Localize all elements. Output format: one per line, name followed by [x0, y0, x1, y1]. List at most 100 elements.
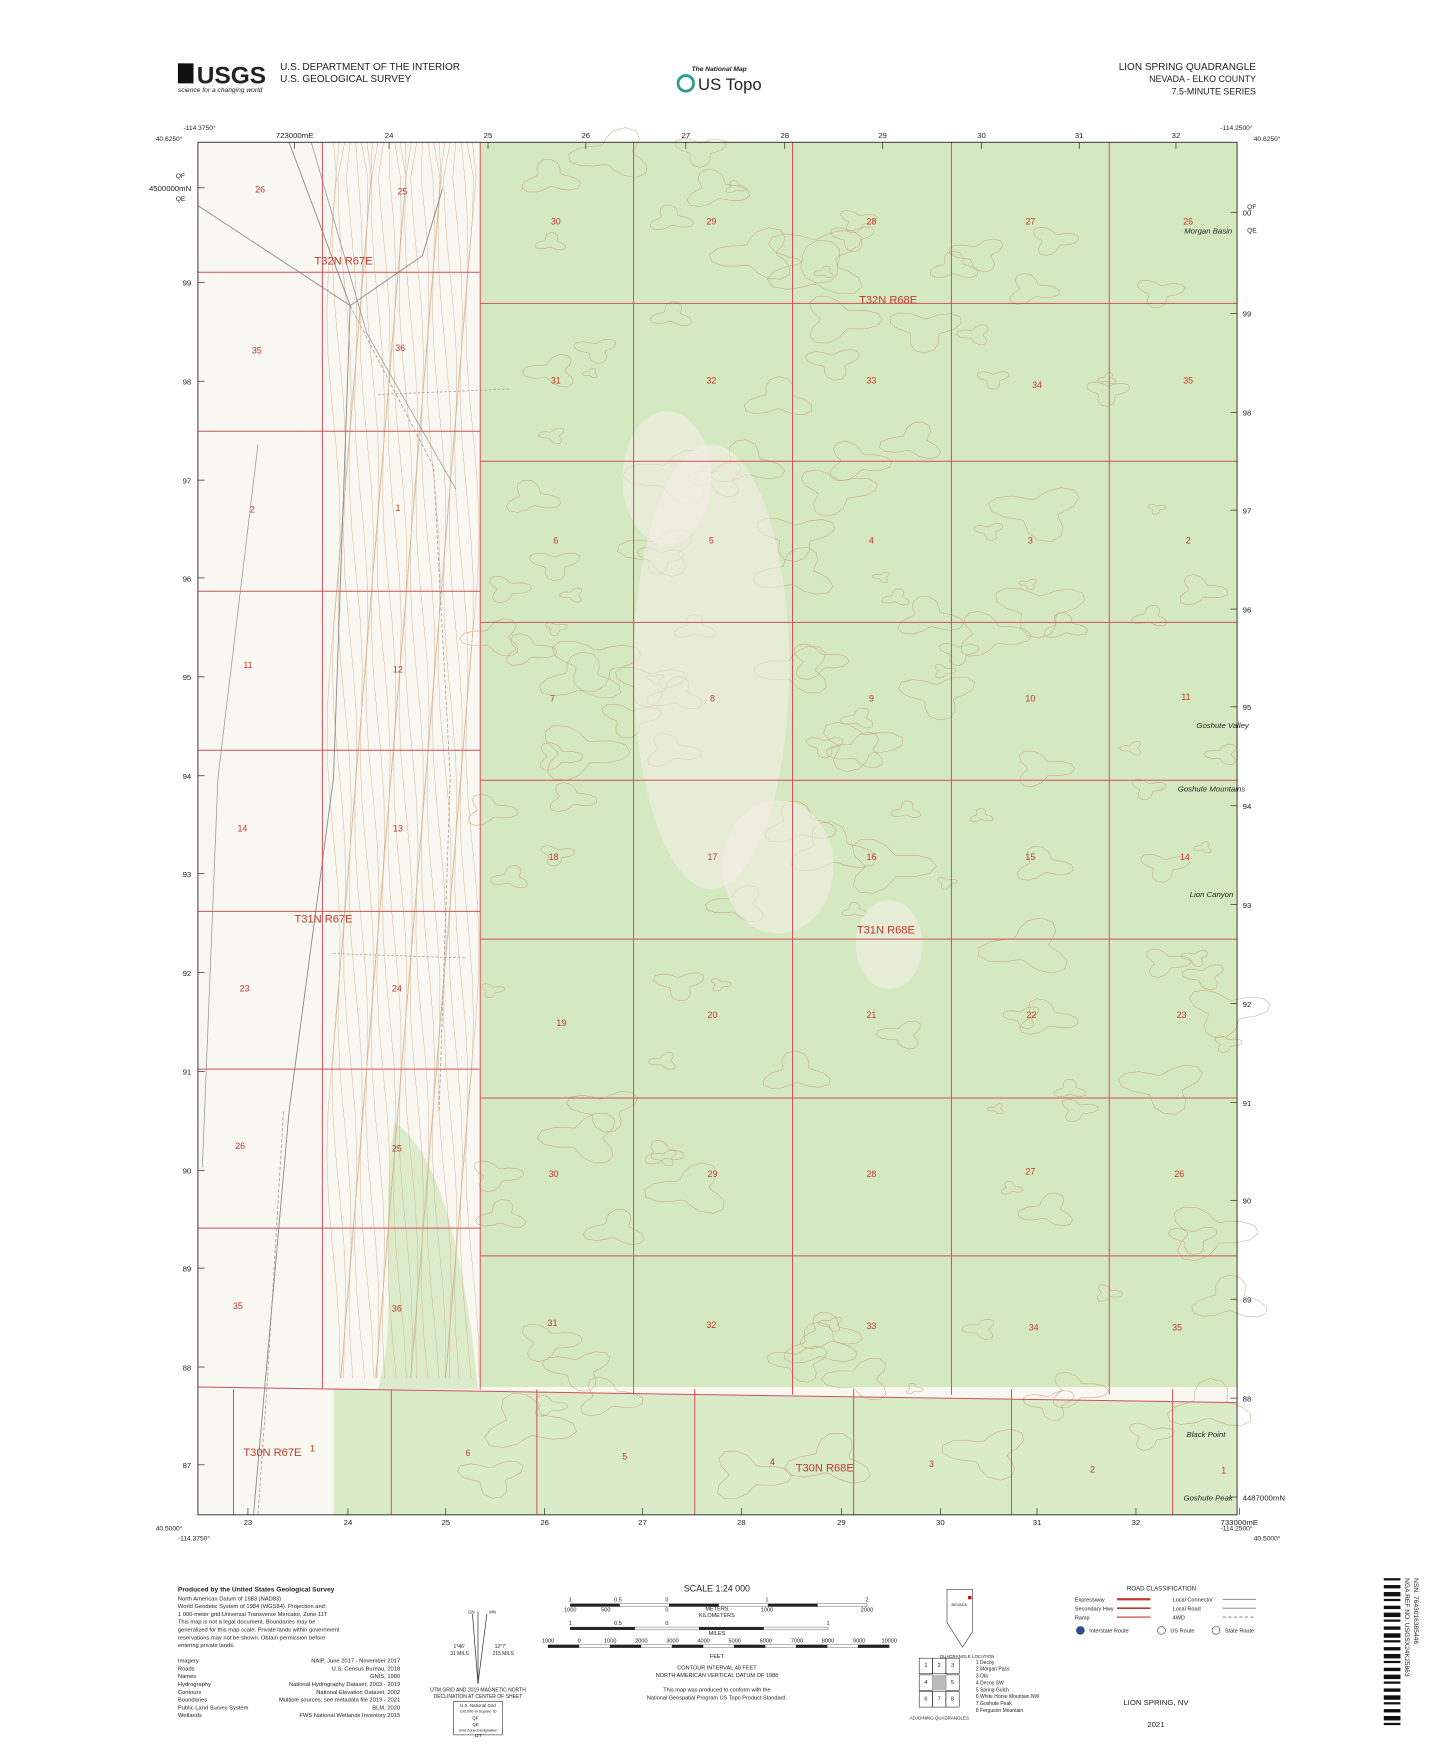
- contour-line: [995, 587, 1086, 639]
- section-number: 31: [548, 1318, 558, 1328]
- barcode-bar: [1383, 1709, 1401, 1713]
- source-label: Names: [178, 1674, 196, 1680]
- barcode-bar: [1383, 1695, 1401, 1700]
- adjoining-number: 3: [951, 1663, 954, 1669]
- contour-line: [540, 742, 584, 771]
- section-number: 10: [1025, 693, 1035, 703]
- contour-line: [1022, 1390, 1075, 1421]
- section-number: 5: [709, 535, 714, 545]
- bare-ridge: [855, 900, 923, 990]
- route-shield: [1076, 1626, 1085, 1635]
- contours: [326, 127, 1271, 1499]
- agency-line: U.S. GEOLOGICAL SURVEY: [280, 74, 411, 85]
- section-number: 30: [549, 1169, 559, 1179]
- barcode-bar: [1383, 1598, 1401, 1602]
- northing-label: 93: [1243, 901, 1252, 910]
- adjoining-cell: [945, 1691, 960, 1708]
- road: [201, 444, 259, 1167]
- place-name: Goshute Valley: [1196, 721, 1249, 730]
- section-number: 4: [869, 535, 874, 545]
- place-name: Black Point: [1187, 1430, 1227, 1439]
- barcode-bar: [1383, 1626, 1401, 1630]
- section-number: 16: [866, 852, 876, 862]
- declination-label: 12°7′: [495, 1644, 506, 1650]
- usng-title: U.S. National Grid: [460, 1703, 496, 1708]
- contour-line: [978, 917, 1068, 974]
- contour-line: [1140, 854, 1191, 883]
- contour-line: [1033, 226, 1079, 256]
- northing-label: 95: [1243, 703, 1252, 712]
- contour-line: [763, 1050, 831, 1089]
- section-number: 31: [551, 375, 561, 385]
- scale-tick: 5000: [729, 1639, 741, 1645]
- contour-line: [534, 232, 566, 251]
- contour-line: [852, 839, 937, 894]
- section-number: 22: [1027, 1010, 1037, 1020]
- section-number: 15: [1025, 852, 1035, 862]
- contour-line: [826, 731, 883, 769]
- adjoining-name: 6 White Horse Mountain NW: [976, 1694, 1040, 1700]
- easting-label: 28: [737, 1518, 746, 1527]
- section-number: 17: [708, 852, 718, 862]
- section-number: 28: [866, 1169, 876, 1179]
- source-value: GNIS, 1980: [370, 1674, 400, 1680]
- scale-tick: 2000: [635, 1639, 647, 1645]
- easting-label: 29: [878, 131, 887, 140]
- contour-line: [818, 1316, 842, 1332]
- section-number: 23: [240, 983, 250, 993]
- contour-line: [960, 611, 1032, 657]
- route-label: State Route: [1225, 1629, 1254, 1635]
- road: [310, 142, 457, 490]
- source-label: Roads: [178, 1666, 195, 1672]
- contour-line: [332, 142, 346, 1379]
- declination-label: 31 MILS: [450, 1651, 469, 1657]
- contour-note: CONTOUR INTERVAL 40 FEET: [677, 1665, 757, 1671]
- contour-line: [544, 725, 631, 781]
- contour-line: [644, 1162, 725, 1214]
- contour-line: [409, 142, 424, 1379]
- source-label: Wetlands: [178, 1713, 202, 1719]
- contour-line: [783, 1433, 871, 1484]
- section-number: 13: [393, 823, 403, 833]
- state-label: NEVADA: [951, 1602, 967, 1607]
- easting-label: 27: [682, 131, 691, 140]
- scale-segment: [609, 1644, 642, 1648]
- contour-line: [1168, 1227, 1218, 1255]
- adjoining-cell: [945, 1657, 960, 1675]
- contour-line: [784, 1321, 858, 1364]
- corner-coordinate: -114.2500°: [1220, 1524, 1252, 1532]
- barcode-bar: [1383, 1585, 1401, 1589]
- northing-label: 88: [183, 1363, 192, 1372]
- contour-line: [404, 142, 419, 1379]
- route-label: Interstate Route: [1089, 1629, 1128, 1635]
- sheet-name: LION SPRING, NV: [1123, 1698, 1189, 1707]
- source-value: National Hydrography Dataset, 2003 - 201…: [289, 1682, 400, 1688]
- contour-line: [929, 250, 978, 278]
- contour-line: [878, 421, 941, 460]
- barcode-bar: [1383, 1667, 1401, 1672]
- declination-label: 215 MILS: [492, 1651, 514, 1657]
- place-name: Lion Canyon: [1190, 890, 1234, 899]
- trail: [349, 305, 451, 1112]
- corner-coordinate: -114.3750°: [183, 124, 215, 132]
- adjoining-number: 4: [924, 1680, 927, 1686]
- corner-coordinate: 40.6250°: [1254, 135, 1281, 143]
- northing-label: 89: [1243, 1296, 1252, 1305]
- scale-tick: 1: [569, 1621, 572, 1627]
- corner-coordinate: -114.2500°: [1220, 124, 1252, 132]
- road-class: 4WD: [1173, 1615, 1185, 1621]
- section-number: 35: [1183, 375, 1193, 385]
- contour-line: [437, 142, 452, 1379]
- section-number: 2: [1186, 535, 1191, 545]
- easting-label: 31: [1075, 131, 1084, 140]
- contour-line: [1002, 1006, 1040, 1029]
- contour-line: [580, 1376, 643, 1417]
- section-number: 35: [252, 345, 262, 355]
- adjoining-caption: ADJOINING QUADRANGLES: [910, 1715, 969, 1720]
- barcode-bar: [1383, 1715, 1401, 1721]
- place-name: Goshute Mountains: [1178, 784, 1245, 793]
- contour-line: [653, 972, 704, 1002]
- barcode-bar: [1383, 1702, 1401, 1705]
- contour-line: [581, 367, 598, 378]
- scale-tick: 1: [765, 1598, 768, 1604]
